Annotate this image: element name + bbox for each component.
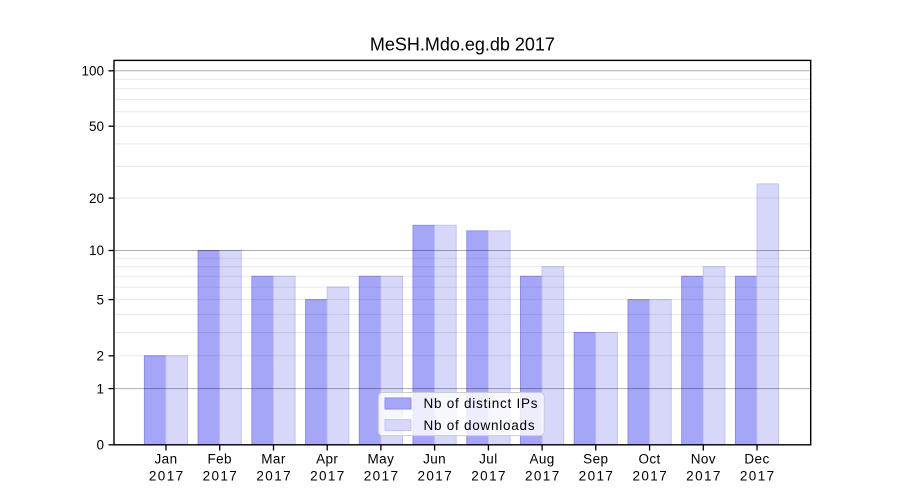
- svg-text:10: 10: [89, 243, 104, 258]
- svg-text:May: May: [368, 451, 395, 466]
- svg-text:100: 100: [81, 64, 104, 79]
- svg-text:Jul: Jul: [479, 451, 497, 466]
- svg-text:2: 2: [96, 349, 104, 364]
- svg-text:2017: 2017: [417, 469, 453, 484]
- svg-text:Mar: Mar: [261, 451, 286, 466]
- svg-text:2017: 2017: [579, 469, 615, 484]
- svg-text:2017: 2017: [525, 469, 561, 484]
- svg-text:2017: 2017: [203, 469, 239, 484]
- svg-text:Jun: Jun: [423, 451, 446, 466]
- svg-text:Nov: Nov: [691, 451, 716, 466]
- svg-text:2017: 2017: [256, 469, 292, 484]
- svg-text:Dec: Dec: [744, 451, 769, 466]
- svg-text:2017: 2017: [149, 469, 185, 484]
- svg-text:2017: 2017: [364, 469, 400, 484]
- svg-text:Aug: Aug: [529, 451, 554, 466]
- svg-text:50: 50: [89, 119, 104, 134]
- svg-text:2017: 2017: [471, 469, 507, 484]
- svg-text:2017: 2017: [310, 469, 346, 484]
- svg-text:Nb of distinct IPs: Nb of distinct IPs: [424, 396, 539, 411]
- svg-text:1: 1: [96, 381, 104, 396]
- svg-text:MeSH.Mdo.eg.db 2017: MeSH.Mdo.eg.db 2017: [370, 35, 555, 55]
- svg-text:Sep: Sep: [583, 451, 608, 466]
- svg-text:Apr: Apr: [316, 451, 338, 466]
- svg-text:Feb: Feb: [207, 451, 231, 466]
- svg-text:20: 20: [89, 191, 104, 206]
- svg-text:5: 5: [96, 292, 104, 307]
- svg-text:2017: 2017: [740, 469, 776, 484]
- svg-text:Jan: Jan: [155, 451, 178, 466]
- svg-text:0: 0: [96, 438, 104, 453]
- svg-text:2017: 2017: [632, 469, 668, 484]
- svg-text:Oct: Oct: [638, 451, 660, 466]
- svg-text:Nb of downloads: Nb of downloads: [424, 418, 536, 433]
- svg-text:2017: 2017: [686, 469, 722, 484]
